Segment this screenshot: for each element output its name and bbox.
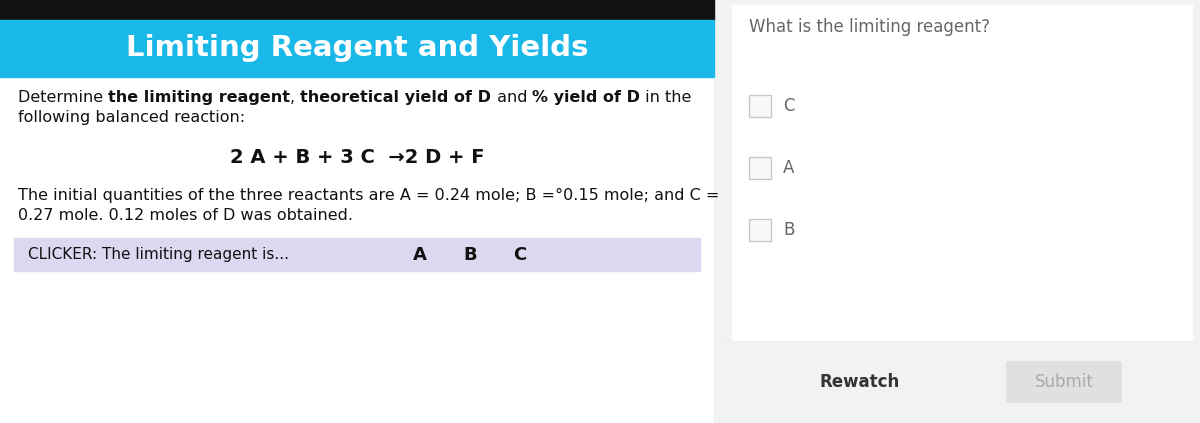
Text: following balanced reaction:: following balanced reaction: [18, 110, 245, 125]
Text: C: C [514, 245, 527, 264]
Text: in the: in the [640, 90, 691, 105]
Bar [14, 238, 700, 271]
Text: % yield of D: % yield of D [532, 90, 640, 105]
Text: C: C [784, 97, 794, 115]
Text: B: B [463, 245, 476, 264]
FancyBboxPatch shape [749, 95, 772, 117]
Text: A: A [413, 245, 427, 264]
Bar [0, 0, 714, 20]
Bar [0, 20, 714, 77]
Text: The initial quantities of the three reactants are A = 0.24 mole; B =°0.15 mole; : The initial quantities of the three reac… [18, 188, 719, 203]
Text: What is the limiting reagent?: What is the limiting reagent? [749, 18, 990, 36]
Text: A: A [784, 159, 794, 177]
Text: Submit: Submit [1034, 373, 1093, 391]
Bar [714, 0, 1200, 423]
Bar [732, 5, 1192, 340]
Text: theoretical yield of D: theoretical yield of D [300, 90, 492, 105]
Bar [0, 0, 714, 423]
FancyBboxPatch shape [749, 157, 772, 179]
Text: ,: , [290, 90, 300, 105]
Bar [714, 342, 1200, 423]
Text: the limiting reagent: the limiting reagent [108, 90, 290, 105]
Text: B: B [784, 221, 794, 239]
Text: Rewatch: Rewatch [820, 373, 900, 391]
Text: 2 A + B + 3 C  →2 D + F: 2 A + B + 3 C →2 D + F [229, 148, 485, 167]
Text: Limiting Reagent and Yields: Limiting Reagent and Yields [126, 35, 588, 63]
FancyBboxPatch shape [1006, 361, 1122, 403]
Text: 0.27 mole. 0.12 moles of D was obtained.: 0.27 mole. 0.12 moles of D was obtained. [18, 208, 353, 223]
Text: Determine: Determine [18, 90, 108, 105]
Text: and: and [492, 90, 532, 105]
Text: CLICKER: The limiting reagent is...: CLICKER: The limiting reagent is... [28, 247, 289, 262]
FancyBboxPatch shape [749, 219, 772, 241]
